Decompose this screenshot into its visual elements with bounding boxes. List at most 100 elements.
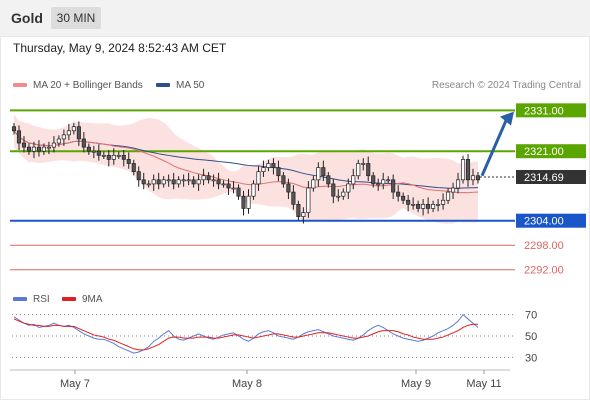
candle-body	[261, 167, 266, 173]
candle-body	[311, 179, 316, 189]
candle-body	[221, 183, 226, 186]
candle-body	[351, 175, 356, 185]
candle-body	[336, 195, 341, 198]
timeframe-button[interactable]: 30 MIN	[51, 7, 101, 29]
candle-body	[91, 150, 96, 153]
candle-body	[121, 154, 126, 160]
candle-body	[206, 175, 211, 181]
x-tick-label: May 9	[401, 378, 431, 390]
x-tick-label: May 7	[60, 378, 90, 390]
candle-body	[41, 146, 46, 152]
ma20-line	[13, 130, 479, 194]
candle-body	[465, 159, 471, 181]
candle-body	[436, 203, 441, 206]
price-label-target-5: 2292.00	[524, 265, 564, 277]
rsi-line	[13, 313, 479, 354]
candle-body	[156, 179, 161, 185]
candle-body	[301, 212, 306, 217]
candle-body	[226, 183, 231, 189]
candle-body	[251, 183, 256, 197]
candle-body	[146, 183, 151, 186]
candle-body	[216, 179, 221, 185]
candle-body	[11, 126, 17, 132]
candle-body	[96, 150, 101, 156]
legend-rsi: RSI	[13, 294, 50, 305]
rsi-tick-label: 50	[525, 331, 537, 343]
price-label-box-2	[516, 170, 586, 185]
ma20-swatch	[13, 83, 27, 88]
candle-body	[236, 187, 241, 197]
candle-body	[161, 179, 166, 185]
forecast-arrow-head	[500, 111, 514, 126]
candle-body	[381, 179, 386, 185]
candle-body	[421, 203, 426, 209]
candle-body	[61, 134, 66, 140]
legend-rsi-ma: 9MA	[62, 294, 103, 305]
credit-text: Research © 2024 Trading Central	[431, 80, 581, 91]
candle-body	[241, 195, 246, 209]
ma50-swatch	[156, 83, 170, 88]
candle-body	[276, 167, 281, 177]
candle-body	[71, 126, 76, 132]
candle-body	[286, 183, 291, 193]
candle-body	[475, 175, 481, 181]
price-label-box-0	[516, 103, 586, 118]
rsi-ma-swatch	[62, 297, 76, 302]
candle-body	[460, 159, 466, 181]
candle-body	[396, 191, 401, 197]
candle-body	[186, 179, 191, 182]
candle-body	[171, 179, 176, 185]
candle-body	[196, 179, 201, 185]
candle-body	[306, 187, 311, 213]
candle-body	[211, 179, 216, 182]
legend-rsi-ma-label: 9MA	[82, 294, 103, 305]
candle-body	[101, 154, 106, 157]
candle-body	[21, 142, 27, 148]
legend-rsi-label: RSI	[33, 294, 50, 305]
candle-body	[126, 159, 131, 164]
candle-body	[131, 163, 136, 173]
candle-body	[151, 179, 156, 185]
candle-body	[281, 175, 286, 185]
candle-body	[446, 191, 451, 201]
candle-body	[256, 171, 261, 185]
forecast-arrow	[480, 120, 508, 177]
price-label-support-3: 2304.00	[524, 216, 564, 228]
candle-body	[341, 191, 346, 197]
price-label-box-1	[516, 144, 586, 159]
candle-body	[36, 146, 41, 152]
candle-body	[201, 175, 206, 181]
candle-body	[176, 179, 181, 185]
candle-body	[166, 179, 171, 182]
candle-body	[376, 183, 381, 186]
candle-body	[271, 163, 276, 168]
candle-body	[386, 179, 391, 182]
x-tick-label: May 11	[466, 378, 501, 390]
candle-body	[371, 175, 376, 185]
candle-body	[361, 163, 366, 165]
timestamp: Thursday, May 9, 2024 8:52:43 AM CET	[13, 41, 227, 55]
candle-body	[31, 146, 37, 152]
candle-body	[231, 187, 236, 190]
legend-ma20-label: MA 20 + Bollinger Bands	[33, 80, 143, 91]
candle-body	[426, 203, 431, 209]
bollinger-bands-area	[14, 114, 478, 224]
candle-body	[321, 167, 326, 177]
legend-ma50: MA 50	[156, 80, 204, 91]
candle-body	[111, 154, 116, 160]
candle-body	[191, 179, 196, 185]
candle-body	[51, 142, 56, 148]
price-label-box-3	[516, 213, 586, 228]
candle-body	[316, 167, 321, 181]
candle-body	[331, 183, 336, 197]
rsi-tick-label: 30	[525, 352, 537, 364]
instrument-title: Gold	[11, 10, 43, 26]
candle-body	[86, 146, 91, 152]
candle-body	[391, 179, 396, 193]
candle-body	[181, 179, 186, 182]
candle-body	[411, 203, 416, 206]
candle-body	[66, 130, 71, 136]
price-label-resistance-0: 2331.00	[524, 105, 564, 117]
candle-body	[296, 203, 301, 217]
rsi-tick-label: 70	[525, 310, 537, 322]
